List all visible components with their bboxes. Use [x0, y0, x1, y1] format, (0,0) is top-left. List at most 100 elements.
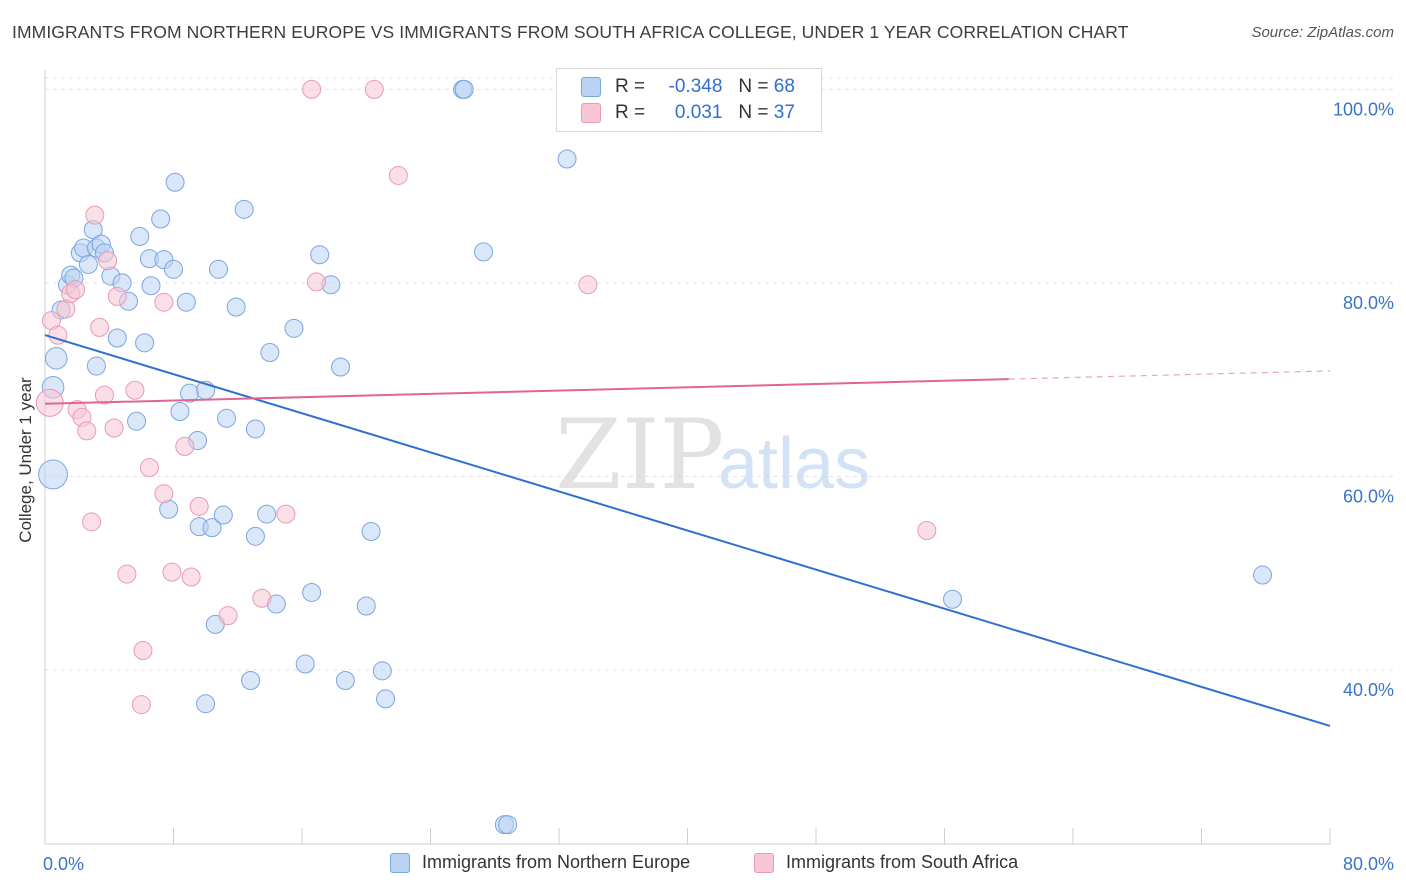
northern-europe-point-19 [130, 226, 150, 246]
northern-europe-point-9 [78, 254, 98, 274]
south-africa-trend-line-extension [1008, 370, 1331, 380]
y-tick-label-1: 60.0% [1343, 486, 1394, 506]
axes [44, 70, 1331, 845]
northern-europe-point-15 [107, 328, 127, 348]
y-tick-label-2: 80.0% [1343, 293, 1394, 313]
northern-europe-point-53 [196, 694, 216, 714]
south-africa-point-5 [66, 280, 86, 300]
y-tick-label-0: 40.0% [1343, 680, 1394, 700]
south-africa-point-18 [154, 292, 174, 312]
northern-europe-point-36 [245, 419, 265, 439]
northern-europe-point-23 [151, 209, 171, 229]
gridlines [45, 77, 1394, 671]
northern-europe-point-25 [164, 259, 183, 279]
watermark-atlas: atlas [718, 424, 870, 504]
south-africa-point-8 [77, 421, 97, 441]
south-africa-trend-line [44, 378, 1009, 405]
northern-europe-point-67 [1253, 565, 1273, 585]
northern-europe-point-37 [260, 343, 280, 363]
legend-swatch-pink [754, 852, 774, 873]
r-value-blue: -0.348 [668, 76, 723, 97]
stats-legend-row-pink: R = 0.031 N = 37 [581, 100, 795, 126]
northern-europe-point-22 [141, 276, 161, 296]
northern-europe-point-38 [284, 318, 304, 338]
south-africa-point-15 [125, 380, 145, 400]
south-africa-point-19 [175, 436, 195, 456]
south-africa-point-10 [90, 317, 110, 337]
south-africa-point-23 [162, 562, 182, 582]
south-africa-point-24 [181, 567, 201, 587]
northern-europe-point-27 [176, 292, 196, 312]
northern-europe-point-62 [474, 242, 494, 262]
south-africa-point-29 [131, 695, 151, 715]
northern-europe-point-57 [356, 596, 376, 616]
legend-item-south-africa[interactable]: Immigrants from South Africa [754, 852, 1018, 873]
northern-europe-point-33 [217, 408, 237, 428]
northern-europe-point-42 [127, 411, 147, 431]
r-value-pink: 0.031 [674, 102, 723, 123]
stats-legend-row-blue: R = -0.348 N = 68 [581, 74, 795, 100]
south-africa-point-13 [104, 418, 124, 438]
south-africa-point-9 [85, 205, 105, 225]
northern-europe-point-30 [170, 402, 190, 422]
south-africa-point-14 [107, 286, 127, 306]
n-label: N = [738, 76, 769, 97]
r-label: R = [615, 76, 646, 97]
stats-legend: R = -0.348 N = 68 R = 0.031 N = 37 [556, 68, 822, 132]
northern-europe-point-59 [376, 689, 396, 709]
northern-europe-point-18 [86, 356, 106, 376]
r-label: R = [615, 102, 646, 123]
northern-europe-point-0 [38, 459, 68, 490]
legend-swatch-blue [390, 852, 410, 873]
n-value-pink: 37 [773, 102, 795, 123]
south-africa-point-22 [117, 564, 137, 584]
northern-europe-point-32 [208, 259, 228, 279]
northern-europe-point-56 [361, 521, 381, 541]
data-points [35, 79, 1273, 835]
northern-europe-point-58 [372, 661, 392, 681]
south-africa-point-30 [306, 272, 326, 292]
northern-europe-point-54 [295, 654, 315, 674]
northern-europe-point-65 [498, 815, 518, 835]
northern-europe-point-49 [302, 582, 322, 602]
legend-label-south-africa: Immigrants from South Africa [786, 852, 1019, 872]
northern-europe-point-47 [245, 526, 265, 546]
south-africa-point-27 [276, 504, 296, 524]
trend-lines [44, 334, 1331, 727]
y-tick-label-3: 100.0% [1333, 99, 1394, 119]
legend-label-northern-europe: Immigrants from Northern Europe [422, 852, 691, 872]
south-africa-point-20 [189, 496, 209, 516]
legend-item-northern-europe[interactable]: Immigrants from Northern Europe [390, 852, 690, 873]
northern-europe-point-34 [226, 297, 246, 317]
x-tick-label-1: 80.0% [1343, 854, 1394, 874]
south-africa-point-35 [917, 521, 937, 541]
south-africa-point-33 [388, 165, 408, 185]
south-africa-point-34 [578, 275, 598, 295]
northern-europe-point-55 [335, 670, 355, 690]
northern-europe-point-52 [241, 670, 261, 690]
south-africa-point-11 [94, 385, 114, 405]
south-africa-point-25 [218, 606, 238, 626]
south-africa-point-21 [82, 512, 102, 532]
chart-title: IMMIGRANTS FROM NORTHERN EUROPE VS IMMIG… [12, 22, 1129, 42]
watermark: ZIP atlas [555, 399, 870, 511]
tick-labels: 40.0% 60.0% 80.0% 100.0% 0.0% 80.0% [43, 99, 1394, 874]
northern-europe-point-63 [557, 149, 577, 169]
south-africa-point-16 [139, 458, 159, 478]
northern-europe-trend-line [44, 334, 1331, 727]
south-africa-point-26 [252, 588, 272, 608]
northern-europe-point-61 [454, 79, 474, 99]
northern-europe-point-1 [44, 347, 68, 370]
n-value-blue: 68 [773, 76, 795, 97]
northern-europe-point-35 [234, 199, 254, 219]
pink-swatch [581, 103, 601, 123]
northern-europe-point-20 [135, 333, 155, 353]
source-label: Source: ZipAtlas.com [1251, 24, 1394, 41]
south-africa-point-12 [98, 251, 118, 271]
northern-europe-point-46 [213, 505, 233, 525]
n-label: N = [738, 102, 769, 123]
northern-europe-point-48 [257, 504, 277, 524]
watermark-zip: ZIP [555, 399, 724, 511]
northern-europe-point-26 [165, 172, 185, 192]
